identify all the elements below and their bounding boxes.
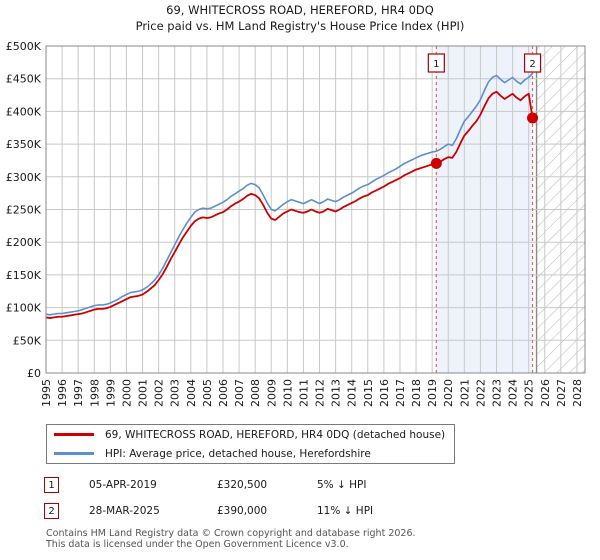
svg-text:£500K: £500K xyxy=(6,40,42,53)
svg-text:1996: 1996 xyxy=(56,379,69,407)
svg-text:£450K: £450K xyxy=(6,73,42,86)
svg-text:1: 1 xyxy=(433,59,439,70)
hpi-line xyxy=(46,72,534,316)
price-history-chart: £0 £50K £100K £150K £200K £250K £300K £350K £400… xyxy=(6,40,586,407)
svg-text:£100K: £100K xyxy=(6,302,42,315)
svg-text:1998: 1998 xyxy=(88,379,101,407)
title-line-1: 69, WHITECROSS ROAD, HEREFORD, HR4 0DQ xyxy=(166,3,434,17)
transaction-badge-2: 2 xyxy=(44,503,59,519)
plot-border xyxy=(45,45,586,374)
svg-text:£350K: £350K xyxy=(6,138,42,151)
svg-text:2025: 2025 xyxy=(523,379,536,407)
price-paid-line xyxy=(46,90,534,319)
x-axis-ticks: 1995 1996 1997 1998 1999 2000 2001 2002 2003 2004… xyxy=(40,379,584,407)
svg-text:2015: 2015 xyxy=(362,379,375,407)
svg-text:2022: 2022 xyxy=(474,379,487,407)
transaction-price-2: £390,000 xyxy=(217,505,268,517)
footer-line-2: This data is licensed under the Open Gov… xyxy=(46,539,349,550)
transactions-table: 1 05-APR-2019 £320,500 5% ↓ HPI 2 28-MAR… xyxy=(44,472,464,524)
y-axis-ticks: £0 £50K £100K £150K £200K £250K £300K £350K £400… xyxy=(6,40,42,380)
svg-text:2021: 2021 xyxy=(458,379,471,407)
svg-text:2020: 2020 xyxy=(442,379,455,407)
svg-text:2011: 2011 xyxy=(297,379,310,407)
svg-text:2014: 2014 xyxy=(346,379,359,407)
svg-text:2009: 2009 xyxy=(265,379,278,407)
svg-text:2017: 2017 xyxy=(394,379,407,407)
svg-text:2006: 2006 xyxy=(217,379,230,407)
svg-text:2012: 2012 xyxy=(314,379,327,407)
svg-text:2013: 2013 xyxy=(330,379,343,407)
svg-text:2027: 2027 xyxy=(555,379,568,407)
footer-line-1: Contains HM Land Registry data © Crown c… xyxy=(46,528,416,539)
svg-text:2026: 2026 xyxy=(539,379,552,407)
svg-text:1995: 1995 xyxy=(40,379,53,407)
legend-item-price-paid: 69, WHITECROSS ROAD, HEREFORD, HR4 0DQ (… xyxy=(47,425,454,444)
svg-text:2028: 2028 xyxy=(571,379,584,407)
transaction-date-2: 28-MAR-2025 xyxy=(89,505,160,517)
svg-text:2010: 2010 xyxy=(281,379,294,407)
legend-swatch-hpi xyxy=(54,452,94,455)
svg-text:£250K: £250K xyxy=(6,204,42,217)
svg-text:2019: 2019 xyxy=(426,379,439,407)
svg-text:2000: 2000 xyxy=(120,379,133,407)
svg-text:£400K: £400K xyxy=(6,105,42,118)
svg-text:£50K: £50K xyxy=(13,334,42,347)
svg-text:2001: 2001 xyxy=(137,379,150,407)
transaction-hpi-delta-1: 5% ↓ HPI xyxy=(317,479,367,491)
transaction-date-1: 05-APR-2019 xyxy=(89,479,157,491)
transaction-price-1: £320,500 xyxy=(217,479,268,491)
svg-text:2024: 2024 xyxy=(507,379,520,407)
svg-text:2007: 2007 xyxy=(233,379,246,407)
svg-text:2023: 2023 xyxy=(491,379,504,407)
title-line-2: Price paid vs. HM Land Registry's House … xyxy=(135,19,465,33)
svg-text:£0: £0 xyxy=(27,367,41,380)
svg-text:2005: 2005 xyxy=(201,379,214,407)
svg-text:2: 2 xyxy=(529,59,535,70)
legend-label-hpi: HPI: Average price, detached house, Here… xyxy=(105,447,371,460)
legend-label-price-paid: 69, WHITECROSS ROAD, HEREFORD, HR4 0DQ (… xyxy=(105,428,446,441)
legend-item-hpi: HPI: Average price, detached house, Here… xyxy=(47,444,454,463)
transaction-hpi-delta-2: 11% ↓ HPI xyxy=(317,505,374,517)
svg-text:1999: 1999 xyxy=(104,379,117,407)
svg-text:2018: 2018 xyxy=(410,379,423,407)
svg-text:2016: 2016 xyxy=(378,379,391,407)
svg-text:2004: 2004 xyxy=(185,379,198,407)
chart-legend: 69, WHITECROSS ROAD, HEREFORD, HR4 0DQ (… xyxy=(46,424,455,464)
svg-text:2002: 2002 xyxy=(153,379,166,407)
svg-text:1997: 1997 xyxy=(72,379,85,407)
legend-swatch-price-paid xyxy=(54,433,94,436)
attribution-footer: Contains HM Land Registry data © Crown c… xyxy=(46,528,586,550)
page-title: 69, WHITECROSS ROAD, HEREFORD, HR4 0DQ P… xyxy=(0,2,600,34)
svg-text:2008: 2008 xyxy=(249,379,262,407)
svg-text:£200K: £200K xyxy=(6,236,42,249)
svg-text:2003: 2003 xyxy=(169,379,182,407)
table-row: 1 05-APR-2019 £320,500 5% ↓ HPI xyxy=(44,472,464,498)
svg-text:£300K: £300K xyxy=(6,171,42,184)
svg-text:£150K: £150K xyxy=(6,269,42,282)
transaction-badge-1: 1 xyxy=(44,477,59,493)
table-row: 2 28-MAR-2025 £390,000 11% ↓ HPI xyxy=(44,498,464,524)
